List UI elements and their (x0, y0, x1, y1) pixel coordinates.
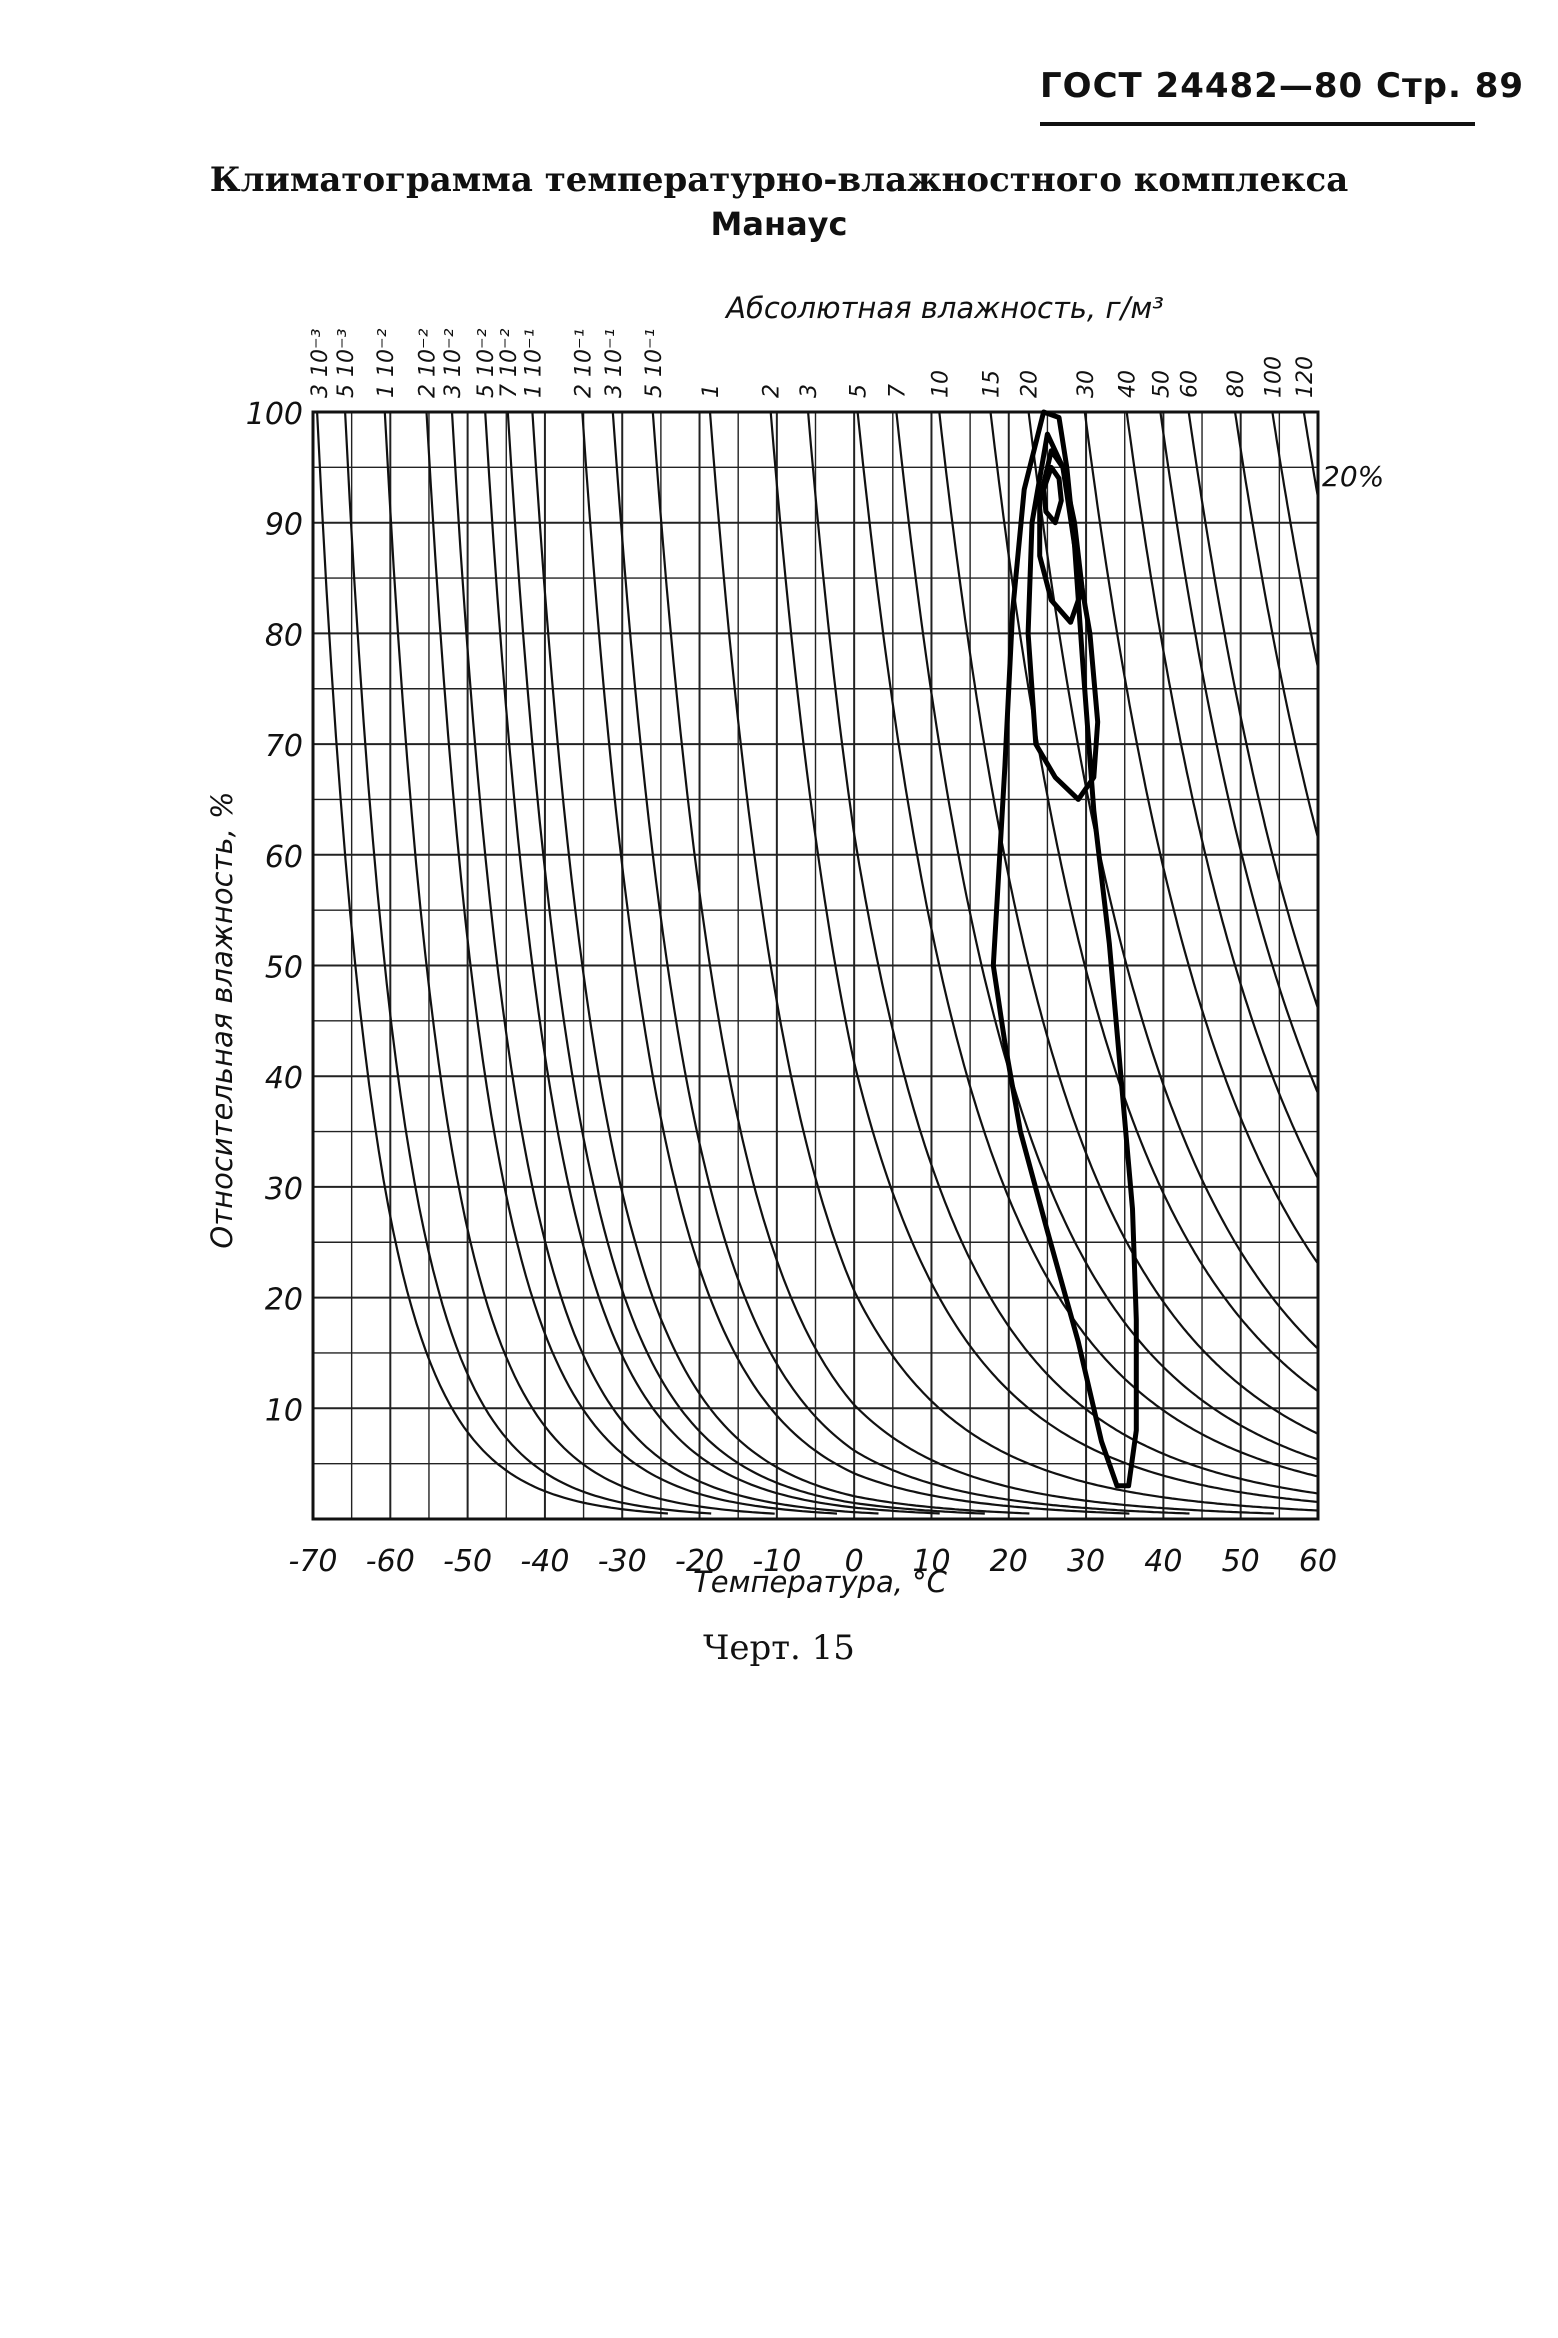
isoline-21 (1159, 412, 1318, 1097)
isoline-17 (989, 412, 1318, 1393)
isoline-label: 80 (1224, 370, 1249, 398)
x-tick-label: -50 (443, 1544, 492, 1579)
isoline-label: 50 (1149, 370, 1174, 398)
chart-title: Климатограмма температурно-влажностного … (209, 160, 1349, 200)
x-tick-label: 10 (912, 1544, 950, 1579)
x-tick-label: -30 (598, 1544, 647, 1579)
isoline-label: 5 10⁻² (474, 328, 499, 398)
isoline-label: 5 (847, 384, 872, 398)
isoline-label: 60 (1178, 370, 1203, 398)
y-tick-label: 30 (265, 1172, 303, 1207)
contour-3 (1041, 464, 1064, 526)
isoline-label: 2 (760, 384, 785, 398)
isoline-label: 30 (1074, 370, 1099, 398)
x-tick-label: -10 (752, 1544, 801, 1579)
x-tick-label: -60 (366, 1544, 415, 1579)
y-tick-label: 100 (246, 397, 303, 432)
isoline-label: 40 (1116, 370, 1141, 398)
contour-2 (1037, 448, 1085, 625)
isoline-labels: 3 10⁻³ 5 10⁻³ 1 10⁻² 2 10⁻² 3 10⁻² 5 10⁻²7 10… (308, 328, 1318, 398)
climatogram-chart: -70 -60 -50 -40 -30 -20 -10 0 10 20 30 40 50 60 10203… (205, 291, 1384, 1599)
top-axis-label: Абсолютная влажность, г/м³ (724, 291, 1164, 325)
isoline-0 (316, 412, 668, 1515)
contour-1 (1025, 431, 1101, 802)
isoline-label: 3 10⁻¹ (602, 329, 627, 398)
x-tick-label: -70 (289, 1544, 338, 1579)
y-tick-label: 10 (265, 1393, 303, 1428)
isoline-label: 10 (928, 370, 953, 398)
isoline-1 (344, 412, 712, 1515)
isoline-label: 3 10⁻² (441, 328, 466, 398)
x-tick-label: -40 (520, 1544, 569, 1579)
isoline-label: 7 (885, 384, 910, 398)
y-tick-label: 40 (265, 1061, 303, 1096)
x-tick-labels: -70 -60 -50 -40 -30 -20 -10 0 10 20 30 40 50 60 (289, 1544, 1338, 1579)
frame-rect (311, 410, 1320, 1521)
isoline-15 (895, 412, 1318, 1461)
contour-0 (990, 409, 1139, 1489)
isoline-label: 2 10⁻¹ (571, 329, 596, 398)
isoline-14 (856, 412, 1318, 1478)
isoline-label: 3 10⁻³ (308, 328, 333, 398)
x-tick-label: 40 (1144, 1544, 1182, 1579)
isoline-label: 20 (1018, 370, 1043, 398)
isoline-label: 1 10⁻² (374, 328, 399, 398)
x-tick-label: 20 (990, 1544, 1028, 1579)
isoline-20 (1125, 412, 1318, 1181)
climate-contours (990, 409, 1139, 1489)
isoline-2 (383, 412, 775, 1515)
y-tick-label: 20 (265, 1283, 303, 1318)
isoline-label: 2 10⁻² (416, 328, 441, 398)
x-tick-label: 30 (1067, 1544, 1105, 1579)
isoline-label: 5 10⁻³ (334, 328, 359, 398)
isoline-23 (1233, 412, 1318, 843)
x-tick-label: 0 (845, 1544, 864, 1579)
plot-frame (311, 410, 1320, 1521)
isoline-label: 15 (980, 370, 1005, 398)
x-tick-label: 50 (1222, 1544, 1260, 1579)
isoline-label: 120 (1293, 356, 1318, 398)
y-tick-label: 60 (265, 840, 303, 875)
y-tick-label: 70 (265, 729, 303, 764)
y-axis-label: Относительная влажность, % (205, 791, 239, 1248)
isoline-label: 100 (1261, 356, 1286, 398)
chart-grid (312, 411, 1319, 1520)
isoline-18 (1027, 412, 1318, 1351)
chart-subtitle: Манаус (710, 205, 848, 243)
isoline-6 (506, 412, 985, 1515)
isoline-label: 1 (699, 384, 724, 398)
isoline-4 (450, 412, 879, 1515)
isoline-label: 7 10⁻² (497, 328, 522, 398)
isoline-3 (425, 412, 838, 1515)
isoline-9 (611, 412, 1190, 1515)
header-rule (1040, 122, 1475, 126)
y-tick-label: 90 (265, 508, 303, 543)
x-tick-label: 60 (1299, 1544, 1337, 1579)
x-tick-label: -20 (675, 1544, 724, 1579)
figure-caption: Черт. 15 (703, 1628, 855, 1668)
isoline-7 (531, 412, 1030, 1515)
isoline-13 (807, 412, 1318, 1495)
isoline-label: 1 10⁻¹ (521, 329, 546, 398)
isoline-22 (1187, 412, 1318, 1012)
abs-humidity-isolines (316, 412, 1318, 1515)
isoline-12 (769, 412, 1318, 1504)
isoline-19 (1083, 412, 1318, 1266)
y-tick-labels: 10 20 30 40 50 60 70 80 90 100 (246, 397, 303, 1428)
y-tick-label: 50 (265, 951, 303, 986)
isoline-10 (651, 412, 1274, 1515)
isoline-11 (708, 412, 1318, 1512)
isoline-label: 5 10⁻¹ (642, 329, 667, 398)
x-axis-label: Температура, °С (693, 1565, 948, 1599)
isoline-8 (581, 412, 1130, 1515)
isoline-16 (938, 412, 1318, 1436)
annotation-20-percent: 20% (1322, 460, 1384, 493)
isoline-5 (484, 412, 940, 1515)
isoline-label: 3 (797, 384, 822, 398)
page-header: ГОСТ 24482—80 Стр. 89 (1040, 66, 1525, 106)
y-tick-label: 80 (265, 618, 303, 653)
